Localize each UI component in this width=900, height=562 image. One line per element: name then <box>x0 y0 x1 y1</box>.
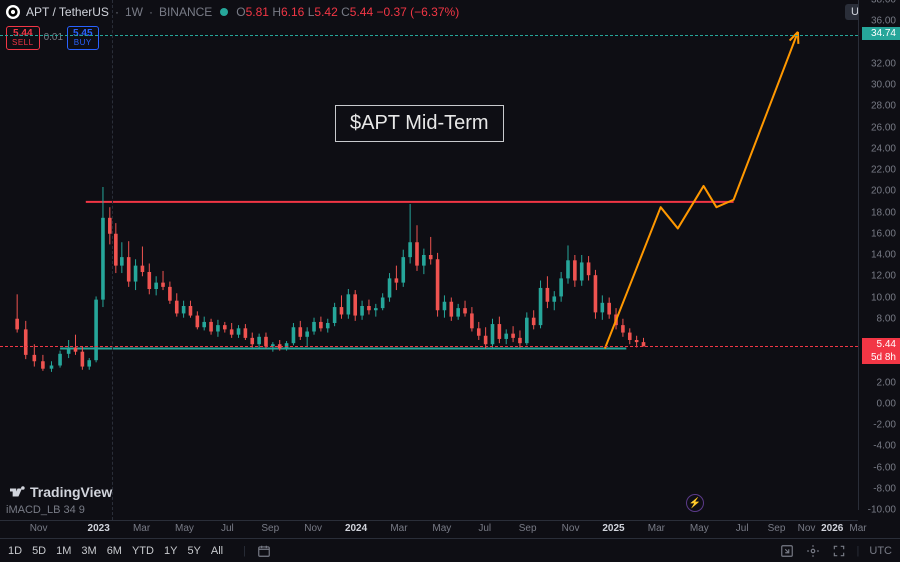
y-tick: 30.00 <box>871 80 896 91</box>
y-tick: 28.00 <box>871 101 896 112</box>
x-tick: 2025 <box>602 523 624 534</box>
y-tick: 16.00 <box>871 228 896 239</box>
price-axis[interactable]: -10.00-8.00-6.00-4.00-2.000.002.004.008.… <box>858 0 900 510</box>
range-toolbar: 1D5D1M3M6MYTD1Y5YAll | | UTC <box>0 538 900 562</box>
x-tick: May <box>432 523 451 534</box>
range-YTD[interactable]: YTD <box>132 545 154 557</box>
range-list: 1D 5D 1M 3M 6M YTD 1Y 5Y All <box>8 545 233 557</box>
y-tick: -6.00 <box>873 462 896 473</box>
range-1M[interactable]: 1M <box>56 545 71 557</box>
x-tick: 2023 <box>88 523 110 534</box>
settings-icon[interactable] <box>805 543 821 559</box>
range-1Y[interactable]: 1Y <box>164 545 177 557</box>
x-tick: Mar <box>849 523 866 534</box>
vertical-divider <box>112 0 113 520</box>
range-5D[interactable]: 5D <box>32 545 46 557</box>
x-tick: Mar <box>390 523 407 534</box>
y-tick: -10.00 <box>868 505 896 516</box>
fullscreen-icon[interactable] <box>831 543 847 559</box>
y-tick: -8.00 <box>873 483 896 494</box>
y-tick: -2.00 <box>873 420 896 431</box>
x-tick: Sep <box>768 523 786 534</box>
x-tick: May <box>175 523 194 534</box>
range-1D[interactable]: 1D <box>8 545 22 557</box>
price-tag: 5.44 <box>862 338 900 351</box>
flash-icon[interactable]: ⚡ <box>686 494 704 512</box>
indicator-label[interactable]: iMACD_LB 34 9 <box>6 504 85 516</box>
tradingview-icon <box>10 484 26 500</box>
y-tick: 12.00 <box>871 271 896 282</box>
y-tick: 22.00 <box>871 165 896 176</box>
time-axis[interactable]: Nov 2023 Mar May Jul Sep Nov 2024 Mar May Jul Sep No… <box>0 520 858 538</box>
x-tick: May <box>690 523 709 534</box>
y-tick: 18.00 <box>871 207 896 218</box>
current-price-line <box>0 346 858 347</box>
y-tick: 32.00 <box>871 58 896 69</box>
chart-area[interactable]: $APT Mid-Term -10.00 -8.00 -6.00 -4.00 -2.00… <box>0 0 900 562</box>
x-tick: Sep <box>519 523 537 534</box>
price-tag: 34.74 <box>862 27 900 40</box>
y-tick: -4.00 <box>873 441 896 452</box>
x-tick: Jul <box>736 523 749 534</box>
y-tick: 38.00 <box>871 0 896 6</box>
y-tick: 0.00 <box>877 398 896 409</box>
x-tick: Nov <box>304 523 322 534</box>
timezone-label[interactable]: UTC <box>869 545 892 557</box>
y-tick: 26.00 <box>871 122 896 133</box>
y-tick: 2.00 <box>877 377 896 388</box>
y-tick: 14.00 <box>871 250 896 261</box>
y-tick: 8.00 <box>877 313 896 324</box>
x-tick: 2024 <box>345 523 367 534</box>
x-tick: 2026 <box>821 523 843 534</box>
calendar-icon[interactable] <box>256 543 272 559</box>
annotation-label[interactable]: $APT Mid-Term <box>335 105 504 142</box>
range-All[interactable]: All <box>211 545 223 557</box>
x-tick: Nov <box>30 523 48 534</box>
x-tick: Nov <box>562 523 580 534</box>
x-tick: Sep <box>261 523 279 534</box>
y-tick: 20.00 <box>871 186 896 197</box>
range-3M[interactable]: 3M <box>81 545 96 557</box>
y-tick: 36.00 <box>871 16 896 27</box>
x-tick: Mar <box>648 523 665 534</box>
x-tick: Mar <box>133 523 150 534</box>
go-to-date-icon[interactable] <box>779 543 795 559</box>
x-tick: Jul <box>221 523 234 534</box>
y-tick: 10.00 <box>871 292 896 303</box>
range-6M[interactable]: 6M <box>107 545 122 557</box>
target-price-line <box>0 35 858 36</box>
price-tag: 5d 8h <box>862 351 900 364</box>
x-tick: Jul <box>478 523 491 534</box>
tradingview-logo: TradingView <box>10 484 112 500</box>
y-tick: 24.00 <box>871 143 896 154</box>
x-tick: Nov <box>798 523 816 534</box>
range-5Y[interactable]: 5Y <box>187 545 200 557</box>
